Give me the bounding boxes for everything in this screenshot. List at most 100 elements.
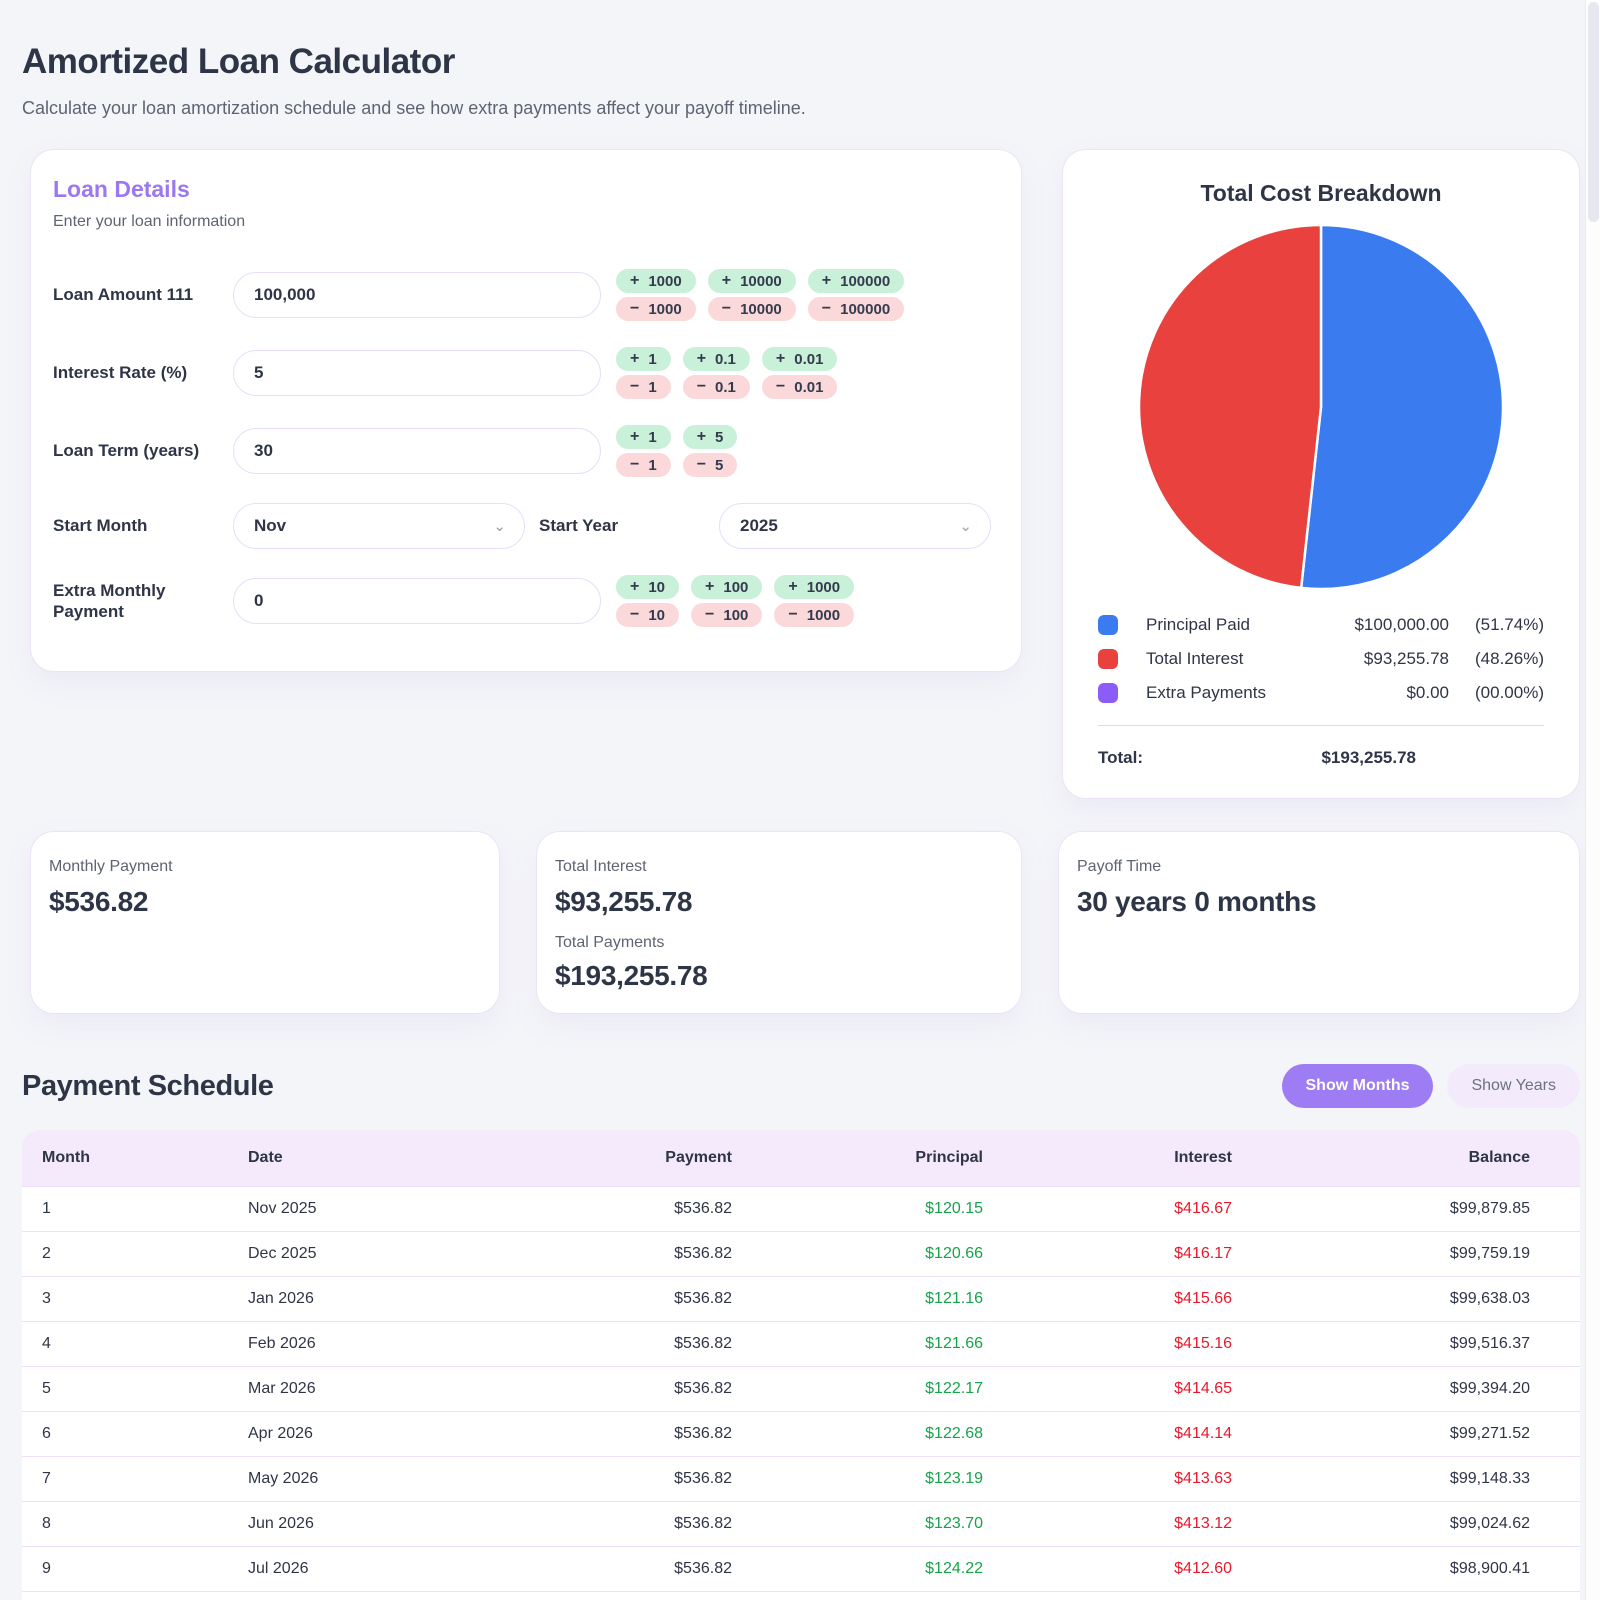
column-header-date: Date [248,1130,480,1186]
cell-balance: $99,638.03 [1232,1275,1580,1321]
table-row: 2 Dec 2025 $536.82 $120.66 $416.17 $99,7… [22,1230,1580,1276]
cost-breakdown-title: Total Cost Breakdown [1200,180,1442,206]
page-subtitle: Calculate your loan amortization schedul… [22,98,806,118]
scrollbar-thumb[interactable] [1588,2,1599,222]
cell-balance: $98,900.41 [1232,1545,1580,1591]
increment-button[interactable]: +5 [682,425,738,449]
extra-payment-input[interactable] [233,578,601,624]
increment-button[interactable]: +100000 [807,269,905,293]
page-scrollbar[interactable] [1585,0,1600,1600]
legend-label: Extra Payments [1146,683,1266,702]
cell-interest: $416.67 [983,1185,1232,1231]
cell-interest: $416.17 [983,1230,1232,1276]
extra-payment-label: Extra Monthly Payment [53,580,166,621]
minus-icon: − [696,378,707,395]
legend-percent: (48.26%) [1475,649,1544,668]
cell-date: Jun 2026 [248,1500,480,1546]
start-month-label: Start Month [53,516,148,536]
start-year-select[interactable]: 2025 ⌄ [719,503,991,549]
legend-value: $0.00 [1406,683,1449,702]
table-row: 5 Mar 2026 $536.82 $122.17 $414.65 $99,3… [22,1365,1580,1411]
legend-percent: (00.00%) [1475,683,1544,702]
legend-label: Principal Paid [1146,615,1250,634]
totals-card: Total Interest $93,255.78 Total Payments… [536,831,1022,1014]
cell-interest: $413.12 [983,1500,1232,1546]
increment-button[interactable]: +10 [616,575,680,599]
cell-month: 2 [22,1230,248,1276]
decrement-button[interactable]: −5 [682,453,738,477]
legend-value: $100,000.00 [1354,615,1449,634]
start-month-select[interactable]: Nov ⌄ [233,503,525,549]
increment-button[interactable]: +1000 [774,575,855,599]
decrement-button[interactable]: −100 [691,603,763,627]
increment-button[interactable]: +1 [616,425,671,449]
table-row: 8 Jun 2026 $536.82 $123.70 $413.12 $99,0… [22,1500,1580,1546]
payment-schedule-table: Month Date Payment Principal Interest Ba… [22,1130,1580,1600]
increment-button[interactable]: +1 [616,347,671,371]
minus-icon: − [630,378,640,395]
cell-month: 8 [22,1500,248,1546]
cell-principal: $121.16 [732,1275,983,1321]
total-payments-label: Total Payments [555,934,665,951]
plus-icon: + [630,350,640,367]
plus-icon: + [696,428,707,445]
loan-amount-input[interactable] [233,272,601,318]
increment-button[interactable]: +0.1 [682,347,750,371]
cell-date: Jul 2026 [248,1545,480,1591]
loan-term-input[interactable] [233,428,601,474]
decrement-button[interactable]: −10000 [707,297,796,321]
column-header-principal: Principal [732,1130,983,1186]
cell-payment: $536.82 [480,1455,732,1501]
table-row: 4 Feb 2026 $536.82 $121.66 $415.16 $99,5… [22,1320,1580,1366]
decrement-button[interactable]: −0.01 [761,375,838,399]
cell-principal: $121.66 [732,1320,983,1366]
cell-date: Apr 2026 [248,1410,480,1456]
cell-payment: $536.82 [480,1500,732,1546]
table-next-row-partial [22,1591,1580,1600]
show-years-button[interactable]: Show Years [1447,1064,1580,1108]
increment-button[interactable]: +10000 [707,269,796,293]
loan-details-subtitle: Enter your loan information [53,213,246,230]
decrement-button[interactable]: −1000 [774,603,855,627]
cell-interest: $415.66 [983,1275,1232,1321]
plus-icon: + [630,428,640,445]
decrement-button[interactable]: −1 [616,453,671,477]
legend-percent: (51.74%) [1475,615,1544,634]
decrement-button[interactable]: −1000 [616,297,696,321]
decrement-button[interactable]: −10 [616,603,680,627]
minus-icon: − [696,456,707,473]
loan-details-title: Loan Details [53,176,190,202]
pie-legend: Principal Paid $100,000.00 (51.74%) Tota… [1098,615,1544,703]
pie-slice [1137,223,1323,590]
legend-swatch-icon [1098,649,1118,669]
increment-button[interactable]: +0.01 [761,347,838,371]
cell-month: 3 [22,1275,248,1321]
cell-date: Nov 2025 [248,1185,480,1231]
decrement-button[interactable]: −0.1 [682,375,750,399]
monthly-payment-card: Monthly Payment $536.82 [30,831,500,1014]
cell-date: Jan 2026 [248,1275,480,1321]
decrement-button[interactable]: −100000 [807,297,905,321]
page-title: Amortized Loan Calculator [22,42,455,81]
decrement-button[interactable]: −1 [616,375,671,399]
total-interest-value: $93,255.78 [555,886,693,917]
monthly-payment-label: Monthly Payment [49,858,173,875]
plus-icon: + [705,578,715,595]
show-months-button[interactable]: Show Months [1281,1064,1434,1108]
cell-month: 6 [22,1410,248,1456]
increment-button[interactable]: +100 [691,575,763,599]
interest-rate-input[interactable] [233,350,601,396]
minus-icon: − [788,606,798,623]
minus-icon: − [775,378,786,395]
cell-balance: $99,271.52 [1232,1410,1580,1456]
cell-month: 5 [22,1365,248,1411]
minus-icon: − [821,300,832,317]
plus-icon: + [775,350,786,367]
table-header-row: Month Date Payment Principal Interest Ba… [22,1130,1580,1186]
cell-payment: $536.82 [480,1410,732,1456]
loan-term-row: Loan Term (years) +1 −1 +5 −5 [53,425,991,477]
increment-button[interactable]: +1000 [616,269,696,293]
start-year-label: Start Year [539,516,619,536]
legend-divider [1098,725,1544,726]
